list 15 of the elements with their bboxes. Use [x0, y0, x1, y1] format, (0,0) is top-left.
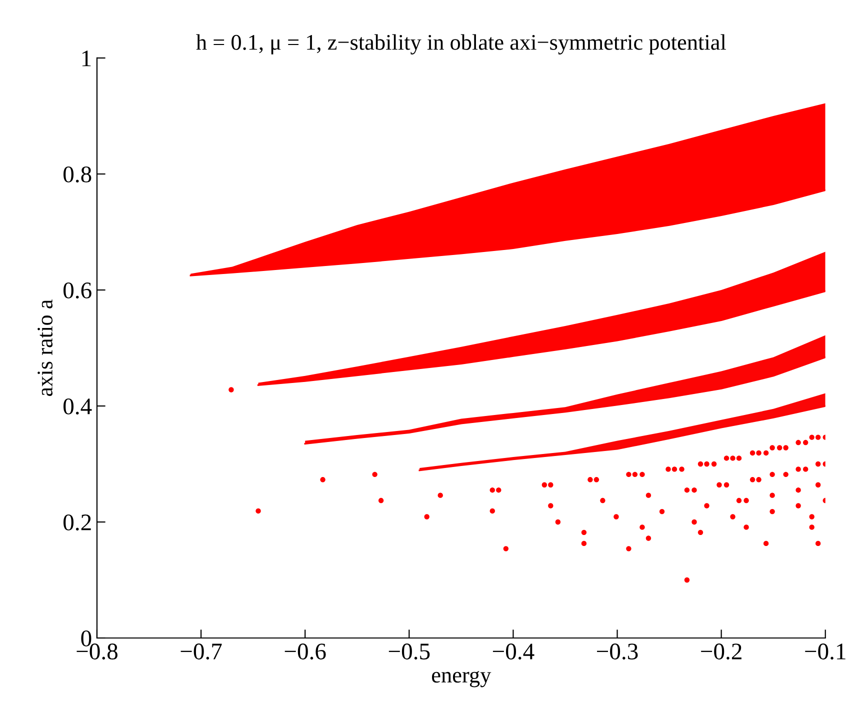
y-tick-label: 1: [82, 50, 91, 66]
x-tick-label: −0.3: [597, 644, 638, 660]
x-tick-label: −0.1: [805, 644, 846, 660]
x-tick-label: −0.6: [284, 644, 326, 660]
y-tick-label: 0.2: [64, 514, 91, 531]
x-axis-title: energy: [432, 671, 492, 688]
x-tick-label: −0.2: [701, 644, 742, 660]
x-tick-label: −0.5: [388, 644, 430, 660]
y-axis-title: axis ratio a: [38, 300, 53, 396]
x-tick-label: −0.7: [180, 644, 222, 660]
y-tick-label: 0.8: [64, 166, 92, 183]
x-tick-label: −0.4: [492, 644, 534, 660]
y-tick-label: 0.4: [64, 398, 92, 415]
y-tick-label: 0.6: [64, 282, 92, 299]
chart-title: h = 0.1, μ = 1, z−stability in oblate axi−symmetric potential: [196, 34, 726, 54]
